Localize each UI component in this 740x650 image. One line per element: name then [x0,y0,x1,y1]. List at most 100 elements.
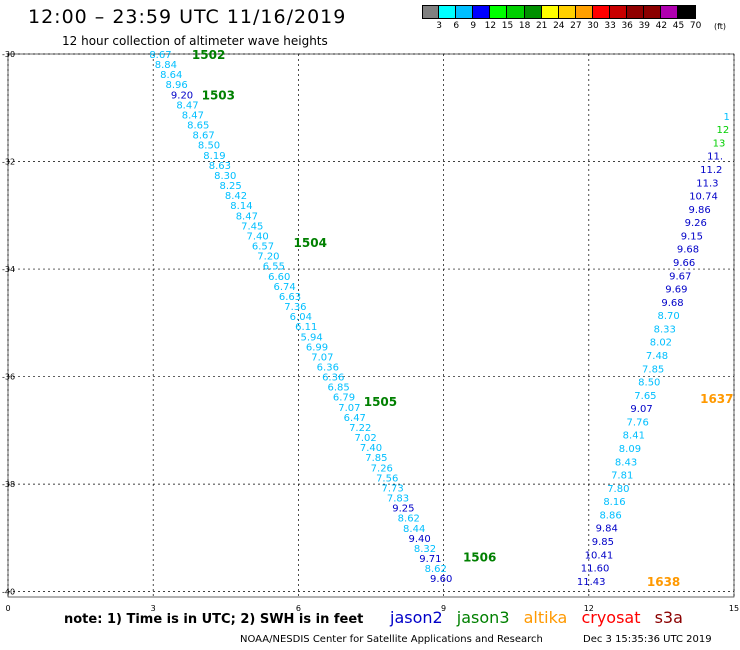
colorbar-cell [592,5,611,19]
pass-number-label: 1506 [463,551,496,565]
swh-value-track-b: 11. [707,152,723,163]
pass-number-label: 1638 [647,575,680,589]
swh-value-track-a: 6.57 [252,242,274,253]
swh-value-track-b: 10.41 [585,550,614,561]
swh-value-track-a: 6.04 [290,312,312,323]
swh-value-track-b: 8.16 [603,497,625,508]
pass-number-label: 1504 [294,236,327,250]
swh-value-track-a: 7.85 [365,453,387,464]
colorbar-cell [490,5,508,19]
page-title: 12:00 – 23:59 UTC 11/16/2019 [28,6,347,28]
swh-value-track-b: 11.2 [700,165,722,176]
swh-value-track-b: 7.85 [642,364,664,375]
swh-value-track-b: 9.68 [677,245,699,256]
swh-value-track-a: 6.47 [344,413,366,424]
swh-value-track-b: 9.85 [592,537,614,548]
swh-value-track-b: 7.81 [611,471,633,482]
colorbar-cell [439,5,457,19]
colorbar-unit: (ft) [714,22,727,31]
swh-value-track-a: 9.60 [430,574,452,585]
lat-tick-label: -32 [2,158,15,167]
swh-value-track-a: 9.71 [419,554,441,565]
swh-value-track-a: 8.14 [230,201,252,212]
track-labels: 1502 1503 1504 1505 1506 1637 1638 [192,48,734,589]
map-frame [7,53,735,598]
swh-value-track-b: 8.50 [638,378,660,389]
swh-value-track-a: 8.19 [203,151,225,162]
swh-value-track-a: 7.40 [246,231,268,242]
swh-value-track-a: 6.63 [279,292,301,303]
colorbar-label: 30 [587,21,599,31]
swh-value-track-b: 8.09 [619,444,641,455]
swh-value-track-a: 9.25 [392,504,414,515]
colorbar-label: 42 [655,21,668,31]
swh-value-track-b: 8.41 [623,431,645,442]
colorbar-label: 36 [621,21,633,31]
swh-value-track-b: 8.43 [615,457,637,468]
swh-value-track-a: 6.36 [317,362,339,373]
swh-value-track-a: 7.07 [311,352,333,363]
colorbar-label: 27 [570,21,582,31]
lon-tick-label: 3 [151,604,156,613]
swh-value-track-a: 7.73 [381,483,403,494]
credit-text: NOAA/NESDIS Center for Satellite Applica… [240,634,543,645]
note-text: note: 1) Time is in UTC; 2) SWH is in fe… [64,612,364,627]
timestamp-text: Dec 3 15:35:36 UTC 2019 [583,634,712,645]
colorbar-cell [507,5,525,19]
colorbar-cell [422,5,440,19]
colorbar-cell [473,5,491,19]
lat-tick-label: -30 [2,50,15,59]
swh-value-track-b: 7.80 [607,484,629,495]
lon-tick-label: 12 [584,604,594,613]
lat-tick-label: -38 [2,480,15,489]
swh-value-track-a: 6.79 [333,393,355,404]
swh-value-track-a: 8.25 [220,181,242,192]
swh-value-track-b: 9.07 [630,404,652,415]
colorbar-label: 45 [672,21,685,31]
swh-value-track-b: 10.74 [689,192,718,203]
swh-value-track-a: 6.74 [273,282,295,293]
swh-value-track-a: 8.67 [193,131,215,142]
swh-value-track-a: 8.65 [187,121,209,132]
colorbar-cell [456,5,474,19]
colorbar [422,5,696,19]
swh-value-track-b: 11.3 [696,178,718,189]
colorbar-cell [610,5,628,19]
swh-value-track-a: 6.60 [268,272,290,283]
colorbar-label: 39 [638,21,651,31]
legend-s3a: s3a [654,608,683,627]
swh-value-track-a: 7.22 [349,423,371,434]
swh-value-track-b: 9.86 [689,205,711,216]
satellite-legend: jason2 jason3 altika cryosat s3a [390,608,692,627]
swh-value-track-b: 9.66 [673,258,695,269]
swh-value-track-b: 13 [713,138,726,149]
colorbar-cell [541,5,559,19]
legend-cryosat: cryosat [581,608,641,627]
swh-value-track-a: 6.85 [327,383,349,394]
swh-value-track-b: 7.65 [634,391,656,402]
swh-value-track-a: 8.62 [425,564,447,575]
swh-value-track-a: 6.55 [263,262,285,273]
swh-value-track-b: 9.67 [669,271,691,282]
swh-value-track-a: 6.36 [322,373,344,384]
lon-tick-label: 9 [441,604,446,613]
axis-ticks: -30 -32 -34 -36 -38 -40 0 3 6 9 12 15 [2,50,739,613]
swh-value-track-a: 8.62 [398,514,420,525]
swh-value-track-a: 8.50 [198,141,220,152]
lat-tick-label: -36 [2,373,15,382]
swh-value-track-a: 7.20 [257,252,279,263]
lat-tick-label: -34 [2,265,15,274]
swh-value-track-a: 8.84 [155,60,177,71]
swh-value-track-b: 9.68 [661,298,683,309]
colorbar-cell [558,5,576,19]
legend-jason3: jason3 [456,608,510,627]
swh-value-track-a: 7.02 [354,433,376,444]
swh-value-track-b: 8.70 [658,311,680,322]
swh-value-track-a: 7.36 [284,302,306,313]
swh-value-track-a: 8.47 [182,110,204,121]
swh-value-track-a: 7.07 [338,403,360,414]
swh-value-track-a: 8.67 [149,50,171,61]
swh-value-track-b: 11.43 [577,577,606,588]
colorbar-label: 18 [518,21,531,31]
